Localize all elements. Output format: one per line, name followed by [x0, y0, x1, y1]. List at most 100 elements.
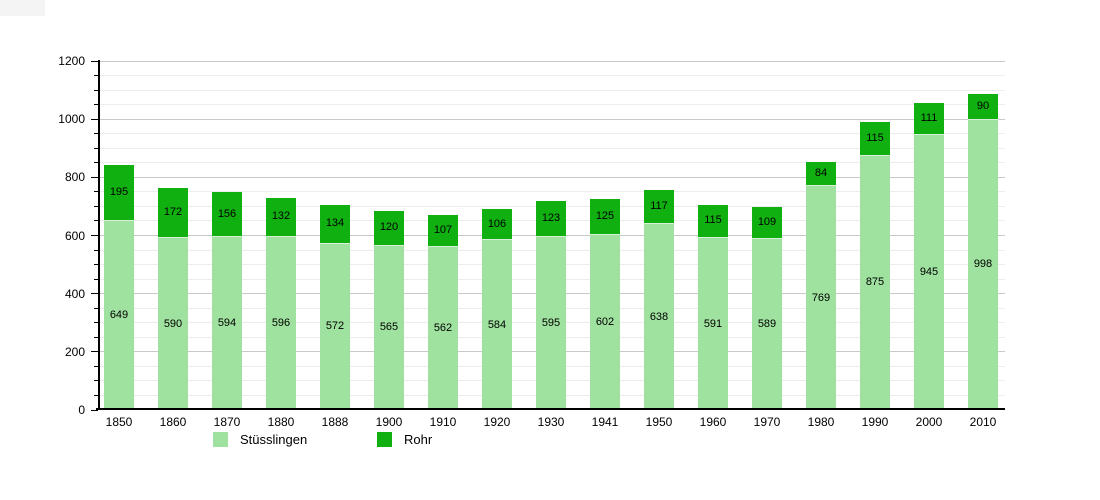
bar-segment-stuesslingen: 562: [428, 246, 458, 410]
bar-group-1970: 589 109: [752, 61, 782, 410]
bar-value-label: 591: [703, 317, 723, 330]
bar-segment-stuesslingen: 769: [806, 186, 836, 410]
gridline-minor: [100, 75, 1005, 77]
gridline-minor: [100, 191, 1005, 193]
legend-label: Rohr: [404, 431, 433, 447]
gridline-minor: [100, 89, 1005, 91]
y-axis-tick-label: 800: [64, 170, 85, 185]
bar-group-1880: 596 132: [266, 61, 296, 410]
bar-value-label: 875: [865, 276, 885, 289]
bar-value-label: 120: [379, 221, 399, 234]
bar-group-1990: 875 115: [860, 61, 890, 410]
y-axis-tick-label: 1200: [58, 54, 85, 68]
bar-segment-rohr: 117: [644, 190, 674, 225]
bar-group-1930: 595 123: [536, 61, 566, 410]
x-axis-label: 1920: [483, 415, 511, 429]
bar-segment-rohr: 115: [860, 122, 890, 156]
bar-segment-stuesslingen: 649: [104, 221, 134, 410]
y-axis-tick: [91, 235, 98, 236]
bar-segment-stuesslingen: 589: [752, 238, 782, 410]
bar-value-label: 156: [217, 207, 237, 220]
y-axis-tick-label: 400: [64, 286, 85, 301]
legend-swatch: [377, 431, 392, 447]
bar-segment-rohr: 107: [428, 215, 458, 247]
y-axis-tick: [91, 60, 98, 62]
bar-value-label: 595: [541, 316, 561, 329]
y-axis-tick-label: 0: [78, 403, 85, 417]
bar-segment-rohr: 109: [752, 207, 782, 239]
y-axis-tick: [94, 133, 98, 135]
x-axis-label: 1950: [645, 415, 673, 429]
bar-segment-stuesslingen: 572: [320, 243, 350, 410]
y-axis-tick: [94, 322, 98, 324]
y-axis-tick: [94, 365, 98, 367]
x-axis-label: 1960: [699, 415, 727, 429]
legend-item-rohr: Rohr: [377, 431, 432, 447]
bar-value-label: 589: [757, 317, 777, 330]
y-axis-tick: [94, 147, 98, 149]
gridline-major: [100, 60, 1005, 62]
bar-value-label: 945: [919, 266, 939, 279]
y-axis-line: [98, 60, 100, 410]
bar-segment-rohr: 120: [374, 210, 404, 246]
bar-group-1850: 649 195: [104, 61, 134, 410]
bar-value-label: 594: [217, 317, 237, 330]
bar-value-label: 584: [487, 318, 507, 331]
y-axis-tick: [94, 380, 98, 382]
y-axis-tick: [94, 205, 98, 207]
bar-value-label: 106: [487, 217, 507, 230]
bar-segment-stuesslingen: 596: [266, 236, 296, 410]
x-axis-label: 1980: [807, 415, 835, 429]
bar-value-label: 117: [650, 200, 668, 213]
y-axis-tick-label: 200: [64, 344, 85, 359]
bar-value-label: 590: [163, 317, 183, 330]
y-axis-tick-label: 1000: [58, 112, 85, 127]
gridline-minor: [100, 162, 1005, 164]
bar-value-label: 565: [379, 321, 399, 334]
legend-item-stuesslingen: Stüsslingen: [213, 431, 307, 447]
bar-group-1888: 572 134: [320, 61, 350, 410]
bar-value-label: 115: [704, 214, 722, 227]
bar-segment-stuesslingen: 594: [212, 237, 242, 410]
y-axis-tick: [91, 409, 98, 411]
bar-group-1941: 602 125: [590, 61, 620, 410]
y-axis-tick: [94, 162, 98, 164]
bar-group-1910: 562 107: [428, 61, 458, 410]
gridline-major: [100, 176, 1005, 178]
bar-value-label: 132: [271, 210, 291, 223]
bar-group-1870: 594 156: [212, 61, 242, 410]
y-axis-tick-label: 600: [64, 228, 85, 243]
y-axis-tick: [91, 176, 98, 178]
bar-segment-rohr: 90: [968, 93, 998, 120]
bar-value-label: 596: [271, 316, 291, 329]
y-axis-tick: [94, 191, 98, 193]
bar-segment-rohr: 132: [266, 198, 296, 237]
gridline-major: [100, 118, 1005, 120]
x-axis-label: 1970: [753, 415, 781, 429]
bar-group-1920: 584 106: [482, 61, 512, 410]
x-axis-label: 1880: [267, 415, 295, 429]
x-axis-label: 1941: [591, 415, 619, 429]
bar-segment-rohr: 172: [158, 188, 188, 239]
bar-group-2010: 998 90: [968, 61, 998, 410]
bar-value-label: 998: [973, 258, 993, 271]
bar-group-1980: 769 84: [806, 61, 836, 410]
bar-value-label: 125: [595, 209, 615, 222]
bar-value-label: 649: [109, 309, 129, 322]
y-axis-tick: [91, 351, 98, 353]
x-axis-label: 1850: [105, 415, 133, 429]
x-axis-label: 1870: [213, 415, 241, 429]
bar-segment-rohr: 106: [482, 209, 512, 241]
x-axis-label: 2000: [915, 415, 943, 429]
bar-value-label: 115: [866, 131, 884, 144]
bar-segment-stuesslingen: 591: [698, 238, 728, 410]
bar-segment-stuesslingen: 584: [482, 240, 512, 410]
legend-label: Stüsslingen: [240, 431, 308, 447]
legend-swatch: [213, 431, 228, 447]
gridline-minor: [100, 147, 1005, 149]
bar-segment-rohr: 84: [806, 161, 836, 187]
bar-segment-stuesslingen: 565: [374, 245, 404, 410]
bar-group-1960: 591 115: [698, 61, 728, 410]
bar-value-label: 123: [541, 212, 561, 225]
x-axis-label: 1990: [861, 415, 889, 429]
